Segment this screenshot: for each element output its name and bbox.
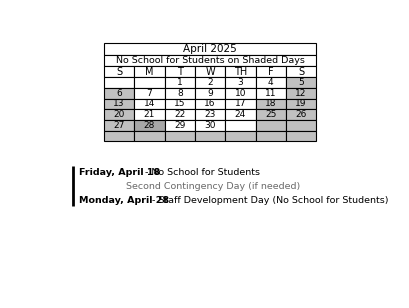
Bar: [195, 77, 225, 88]
Text: 15: 15: [173, 99, 185, 108]
Text: 4: 4: [267, 78, 273, 87]
Text: No School for Students on Shaded Days: No School for Students on Shaded Days: [115, 56, 304, 65]
Bar: [104, 66, 134, 77]
Bar: [164, 77, 195, 88]
Text: - Staff Development Day (No School for Students): - Staff Development Day (No School for S…: [148, 196, 388, 205]
Bar: [255, 120, 285, 131]
Text: 25: 25: [265, 110, 276, 119]
Text: 11: 11: [264, 89, 276, 98]
Text: Second Contingency Day (if needed): Second Contingency Day (if needed): [125, 182, 299, 191]
Bar: [225, 109, 255, 120]
Bar: [285, 120, 315, 131]
Text: Friday, April 18: Friday, April 18: [79, 168, 160, 177]
Bar: [104, 77, 134, 88]
Text: TH: TH: [233, 67, 247, 77]
Bar: [285, 88, 315, 99]
Text: 3: 3: [237, 78, 243, 87]
Text: 29: 29: [174, 121, 185, 130]
Text: S: S: [116, 67, 122, 77]
Bar: [195, 109, 225, 120]
Bar: [255, 131, 285, 141]
Bar: [134, 120, 164, 131]
Text: 27: 27: [113, 121, 124, 130]
Bar: [225, 120, 255, 131]
Bar: [134, 66, 164, 77]
Bar: [104, 55, 315, 66]
Bar: [195, 66, 225, 77]
Bar: [134, 99, 164, 109]
Text: 26: 26: [295, 110, 306, 119]
Text: Monday, April 28: Monday, April 28: [79, 196, 169, 205]
Bar: [134, 77, 164, 88]
Bar: [164, 99, 195, 109]
Text: 8: 8: [176, 89, 182, 98]
Bar: [255, 99, 285, 109]
Bar: [164, 88, 195, 99]
Bar: [225, 77, 255, 88]
Text: 13: 13: [113, 99, 125, 108]
Bar: [164, 66, 195, 77]
Bar: [225, 66, 255, 77]
Text: 9: 9: [207, 89, 213, 98]
Text: 17: 17: [234, 99, 246, 108]
Text: 7: 7: [146, 89, 152, 98]
Text: - No School for Students: - No School for Students: [142, 168, 259, 177]
Text: F: F: [267, 67, 273, 77]
Text: 12: 12: [295, 89, 306, 98]
Bar: [285, 99, 315, 109]
Text: W: W: [205, 67, 214, 77]
Bar: [225, 88, 255, 99]
Text: 5: 5: [297, 78, 303, 87]
Bar: [255, 109, 285, 120]
Bar: [164, 131, 195, 141]
Bar: [195, 120, 225, 131]
Text: April 2025: April 2025: [183, 44, 236, 54]
Text: 14: 14: [144, 99, 155, 108]
Text: 10: 10: [234, 89, 246, 98]
Bar: [255, 77, 285, 88]
Bar: [195, 88, 225, 99]
Text: 18: 18: [264, 99, 276, 108]
Bar: [195, 131, 225, 141]
Bar: [134, 109, 164, 120]
Bar: [104, 43, 315, 55]
Text: 23: 23: [204, 110, 215, 119]
Text: S: S: [297, 67, 303, 77]
Text: 28: 28: [144, 121, 155, 130]
Bar: [104, 99, 134, 109]
Text: T: T: [176, 67, 182, 77]
Bar: [285, 131, 315, 141]
Bar: [225, 99, 255, 109]
Bar: [104, 88, 134, 99]
Bar: [134, 131, 164, 141]
Bar: [255, 88, 285, 99]
Bar: [134, 88, 164, 99]
Text: 30: 30: [204, 121, 216, 130]
Text: 24: 24: [234, 110, 245, 119]
Text: 19: 19: [294, 99, 306, 108]
Text: 22: 22: [174, 110, 185, 119]
Text: 20: 20: [113, 110, 124, 119]
Bar: [225, 131, 255, 141]
Bar: [104, 131, 134, 141]
Text: M: M: [145, 67, 153, 77]
Text: 2: 2: [207, 78, 212, 87]
Bar: [164, 120, 195, 131]
Bar: [104, 109, 134, 120]
Text: 1: 1: [176, 78, 182, 87]
Text: 16: 16: [204, 99, 216, 108]
Text: 21: 21: [144, 110, 155, 119]
Bar: [164, 109, 195, 120]
Bar: [285, 66, 315, 77]
Text: 6: 6: [116, 89, 122, 98]
Bar: [255, 66, 285, 77]
Bar: [285, 77, 315, 88]
Bar: [285, 109, 315, 120]
Bar: [104, 120, 134, 131]
Bar: [195, 99, 225, 109]
